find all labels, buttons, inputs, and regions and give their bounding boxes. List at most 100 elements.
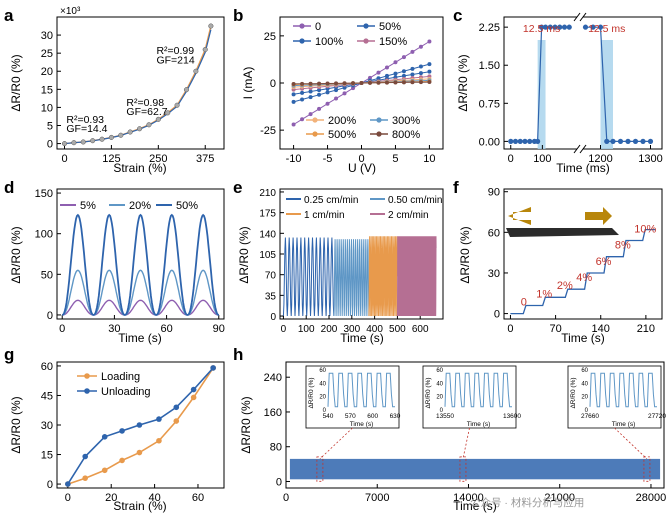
panel-f-step-label: 8%	[615, 240, 631, 252]
panel-e-series-line	[282, 237, 335, 317]
panel-e-ytick-label: 175	[259, 209, 276, 220]
panel-c-axis-break	[579, 12, 587, 22]
panel-b-point	[418, 71, 423, 76]
panel-h-ytick-label: 160	[264, 407, 282, 419]
panel-b-point	[393, 60, 398, 65]
panel-b-point	[291, 81, 296, 86]
panel-a-ytick-label: 10	[41, 102, 53, 114]
panel-a-point	[99, 136, 105, 142]
panel-d-legend-label: 20%	[129, 200, 151, 212]
panel-c-point	[508, 138, 514, 144]
panel-f: 0 70 140 210 0 30 60 90 0 1% 2%4% 6%8%10% Time (s)…	[458, 187, 663, 345]
panel-h-zoom-marker	[459, 456, 467, 482]
panel-e-ylabel: ΔR/R0 (%)	[237, 226, 251, 283]
panel-b-point	[410, 80, 415, 85]
panel-c-point	[561, 24, 568, 30]
panel-f-step-label: 4%	[576, 272, 592, 284]
panel-b-point	[317, 81, 322, 86]
panel-b-legend-marker	[312, 131, 318, 137]
panel-b-xtick-label: -5	[323, 153, 333, 165]
panel-g-ytick-label: 0	[47, 479, 53, 491]
panel-h-inset-xtick-label: 27660	[581, 413, 599, 420]
panel-g-ytick-label: 45	[41, 390, 53, 402]
panel-g-point	[190, 394, 197, 401]
panel-c-point	[566, 24, 572, 30]
panel-b-point	[351, 86, 356, 91]
panel-g-point	[101, 467, 108, 474]
panel-d-xlabel: Time (s)	[118, 331, 162, 345]
panel-h-inset-ytick-label: 40	[581, 381, 588, 387]
panel-b-point	[418, 44, 423, 49]
panel-a-exponent: ×10³	[60, 6, 81, 17]
panel-e-series-line	[333, 239, 370, 317]
panel-h-inset-xlabel: Time (s)	[350, 421, 374, 428]
panel-e-ytick-label: 70	[265, 271, 277, 282]
panel-e-ytick-label: 210	[259, 188, 276, 199]
panel-b-legend-label: 200%	[328, 115, 356, 127]
panel-a-ytick-label: 25	[41, 48, 53, 60]
panel-b-legend-marker	[363, 23, 369, 29]
panel-a-ytick-label: 20	[41, 66, 53, 78]
panel-b-xtick-label: 5	[392, 153, 398, 165]
panel-b-legend-marker	[299, 23, 305, 29]
panel-h-inset-signal	[589, 372, 657, 408]
panel-g-point	[190, 386, 197, 393]
panel-h-ytick-label: 80	[270, 442, 282, 454]
panel-g-legend-marker	[84, 388, 90, 394]
panel-c-point	[647, 138, 654, 144]
panel-label-a: a	[4, 6, 14, 25]
panel-h-inset-ylabel: ΔR/R0 (%)	[425, 377, 432, 408]
panel-g-ytick-label: 60	[41, 361, 53, 373]
panel-b-point	[418, 64, 423, 69]
panel-c-point	[552, 24, 558, 30]
panel-a-point	[155, 116, 161, 122]
panel-d-series-line	[62, 269, 219, 316]
panel-g-point	[136, 422, 143, 428]
panel-c-ytick-label: 0.00	[479, 136, 500, 148]
panel-d-xtick-label: 30	[108, 323, 120, 335]
panel-b-legend-label: 300%	[392, 115, 420, 127]
panel-d-ytick-label: 50	[41, 269, 53, 281]
panel-b-point	[342, 81, 347, 86]
panel-f-ytick-label: 0	[494, 309, 500, 321]
panel-h-inset-signal	[444, 372, 512, 408]
panel-a: ×10³ 0 125 250 375 0 5 10 15 20 25 30 R²=0.93GF=14…	[9, 6, 225, 175]
panel-a-point	[193, 68, 199, 74]
panel-f-ytick-label: 90	[488, 187, 500, 199]
panel-h-ylabel: ΔR/R0 (%)	[239, 396, 253, 453]
panel-b-xtick-label: -10	[286, 153, 302, 165]
panel-h-inset-ytick-label: 0	[323, 408, 327, 414]
panel-b-ylabel: I (mA)	[241, 67, 255, 100]
panel-a-point	[108, 134, 114, 140]
panel-b-point	[300, 97, 305, 102]
panel-b-legend-marker	[363, 38, 369, 44]
panel-d: 0 30 60 90 0 50 100 150 5% 20% 50% Time (s) ΔR/R0…	[9, 188, 225, 345]
panel-d-ytick-label: 100	[35, 229, 53, 241]
panel-c-point	[542, 24, 549, 30]
panel-h-inset-leader	[614, 427, 648, 460]
panel-h-inset-ytick-label: 20	[436, 395, 443, 401]
panel-b-point	[410, 49, 415, 54]
panel-b-point	[410, 66, 415, 71]
panel-h-inset-ytick-label: 0	[440, 408, 444, 414]
panel-b-legend-label: 0	[315, 21, 321, 33]
panel-e-ytick-label: 140	[259, 229, 276, 240]
panel-b-point	[291, 122, 296, 127]
panel-g: 0 20 40 60 0 15 30 45 60 Loading Unloading Strain…	[9, 361, 225, 513]
panel-b-point	[384, 65, 389, 70]
panel-h-inset-xtick-label: 570	[345, 413, 356, 420]
panel-d-ylabel: ΔR/R0 (%)	[9, 226, 23, 283]
panel-a-annotation: R²=0.99	[156, 45, 194, 57]
panel-c-xtick-label: 0	[508, 153, 514, 165]
panel-h-xtick-label: 0	[283, 492, 289, 504]
panel-b-point	[401, 73, 406, 78]
panel-f-xtick-label: 0	[507, 323, 513, 335]
panel-h-inset-xtick-label: 13550	[436, 413, 454, 420]
panel-h-inset-ytick-label: 20	[581, 395, 588, 401]
panel-b-point	[418, 80, 423, 85]
panel-c-frame	[503, 16, 663, 150]
panel-d-xtick-label: 90	[213, 323, 225, 335]
panel-b-ytick-label: 25	[264, 31, 276, 43]
panel-a-ylabel: ΔR/R0 (%)	[9, 54, 23, 111]
